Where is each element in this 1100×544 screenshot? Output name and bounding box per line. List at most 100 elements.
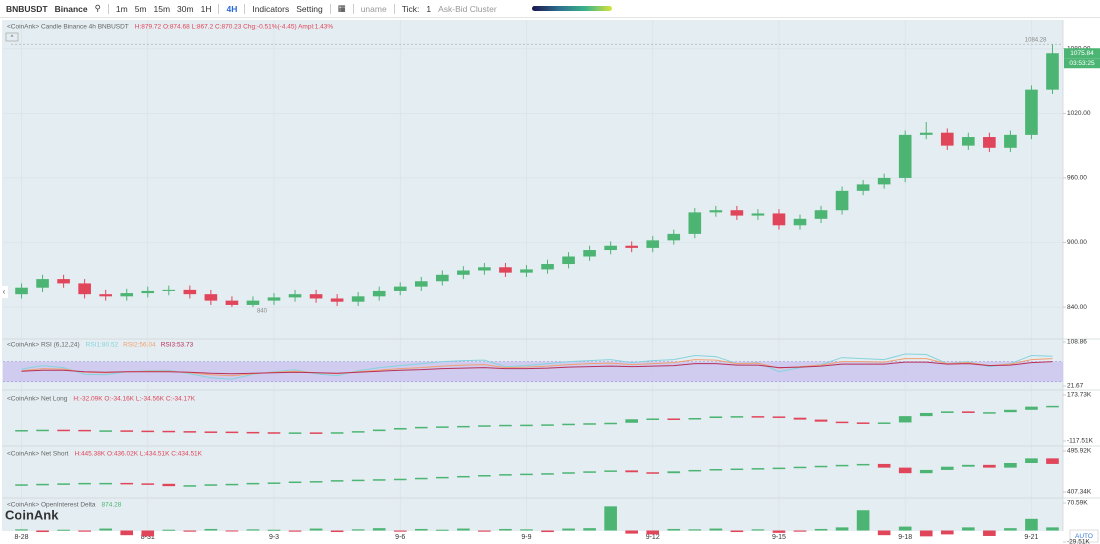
pane-values: H:879.72 O:874.68 L:867.2 C:870.23 Chg:-…: [135, 24, 334, 31]
y-tick-label: 173.73K: [1067, 392, 1092, 399]
scroll-left[interactable]: [0, 286, 8, 298]
net-position-bar: [667, 471, 681, 474]
interval[interactable]: 1m: [115, 3, 128, 14]
delta-bar: [457, 528, 470, 531]
candle-body: [120, 293, 134, 297]
net-position-bar: [772, 416, 786, 418]
delta-bar: [751, 529, 765, 531]
net-position-bar: [1046, 405, 1059, 408]
net-position-bar: [162, 483, 176, 487]
delta-bar: [772, 530, 786, 533]
net-position-bar: [372, 479, 386, 481]
candle-body: [78, 283, 91, 295]
countdown-box: [1064, 58, 1100, 69]
candle-body: [877, 177, 891, 185]
interval[interactable]: 5m: [134, 3, 147, 14]
collapse-button[interactable]: [5, 32, 19, 42]
delta-bar: [709, 528, 723, 531]
search-icon[interactable]: ⚲: [94, 3, 101, 13]
candle-body: [667, 233, 681, 241]
net-position-bar: [541, 473, 554, 475]
tick-label[interactable]: Tick:: [401, 3, 420, 14]
delta-bar: [204, 528, 218, 531]
x-tick-label: 9-6: [395, 534, 405, 541]
legend-entry: RSI1:80.52: [86, 342, 119, 349]
net-position-bar: [541, 424, 554, 426]
pane-title: <CoinAnk> Candle Binance 4h BNBUSDT: [7, 24, 129, 31]
delta-bar: [183, 530, 197, 532]
candle-body: [246, 300, 260, 305]
net-position-bar: [15, 430, 28, 432]
delta-bar: [583, 528, 596, 531]
net-position-bar: [583, 423, 596, 425]
net-position-bar: [204, 484, 218, 486]
net-position-bar: [688, 418, 702, 420]
candle-body: [856, 184, 870, 191]
candle-body: [36, 279, 49, 288]
net-position-bar: [457, 475, 470, 478]
delta-bar: [436, 529, 449, 531]
delta-bar: [520, 529, 533, 531]
net-position-bar: [793, 417, 807, 420]
net-position-bar: [772, 467, 786, 470]
delta-bar: [99, 528, 112, 531]
interval[interactable]: 30m: [177, 3, 194, 14]
candle-body: [772, 213, 786, 226]
y-tick-label: 21.67: [1067, 383, 1084, 390]
indicators-button[interactable]: Indicators: [252, 3, 290, 14]
tick-value[interactable]: 1: [426, 3, 432, 14]
net-position-bar: [919, 469, 933, 474]
net-position-bar: [436, 476, 449, 479]
color-scale[interactable]: [531, 6, 612, 11]
candle-body: [1004, 134, 1017, 148]
delta-bar: [983, 530, 996, 536]
exchange[interactable]: Binance: [54, 3, 88, 14]
layout-icon[interactable]: ▦: [337, 3, 346, 13]
collapse-icon: ^: [11, 35, 14, 41]
candle-body: [15, 287, 28, 295]
net-position-bar: [898, 416, 912, 423]
candle-body: [919, 132, 933, 135]
interval[interactable]: 15m: [153, 3, 171, 14]
net-position-bar: [499, 474, 512, 476]
user[interactable]: uname: [360, 3, 387, 14]
separator: [218, 3, 220, 14]
net-position-bar: [520, 473, 533, 476]
x-tick-label: 9-9: [521, 534, 531, 541]
net-position-bar: [204, 431, 218, 433]
setting-button[interactable]: Setting: [296, 3, 323, 14]
y-tick-label: 70.59K: [1067, 500, 1088, 507]
y-tick-label: 840.00: [1067, 304, 1087, 311]
candle-body: [730, 210, 744, 216]
candle-body: [414, 281, 428, 287]
net-position-bar: [183, 431, 197, 433]
x-tick-label: 9-15: [772, 534, 786, 541]
candle-body: [478, 267, 491, 271]
net-position-bar: [120, 430, 134, 432]
interval[interactable]: 1H: [200, 3, 212, 14]
pane-title: <CoinAnk> Net Short: [7, 451, 69, 458]
delta-bar: [478, 530, 491, 532]
candle-body: [983, 137, 996, 148]
candle-body: [162, 289, 176, 291]
net-position-bar: [877, 422, 891, 424]
net-position-bar: [372, 429, 386, 432]
auto-button[interactable]: [1069, 529, 1099, 543]
net-position-bar: [962, 411, 975, 413]
delta-bar: [562, 528, 575, 531]
x-tick-label: 9-12: [646, 534, 660, 541]
delta-bar: [962, 527, 975, 531]
low-label: 840: [257, 309, 268, 315]
net-position-bar: [856, 463, 870, 466]
symbol[interactable]: BNBUSDT: [6, 3, 48, 14]
net-position-bar: [436, 426, 449, 428]
interval[interactable]: 4H: [226, 3, 238, 14]
net-position-bar: [478, 425, 491, 427]
net-position-bar: [898, 467, 912, 474]
candle-body: [541, 264, 554, 270]
net-position-bar: [814, 419, 828, 422]
candle-body: [814, 210, 828, 219]
candle-body: [288, 294, 302, 298]
cluster[interactable]: Ask-Bid Cluster: [438, 3, 497, 14]
